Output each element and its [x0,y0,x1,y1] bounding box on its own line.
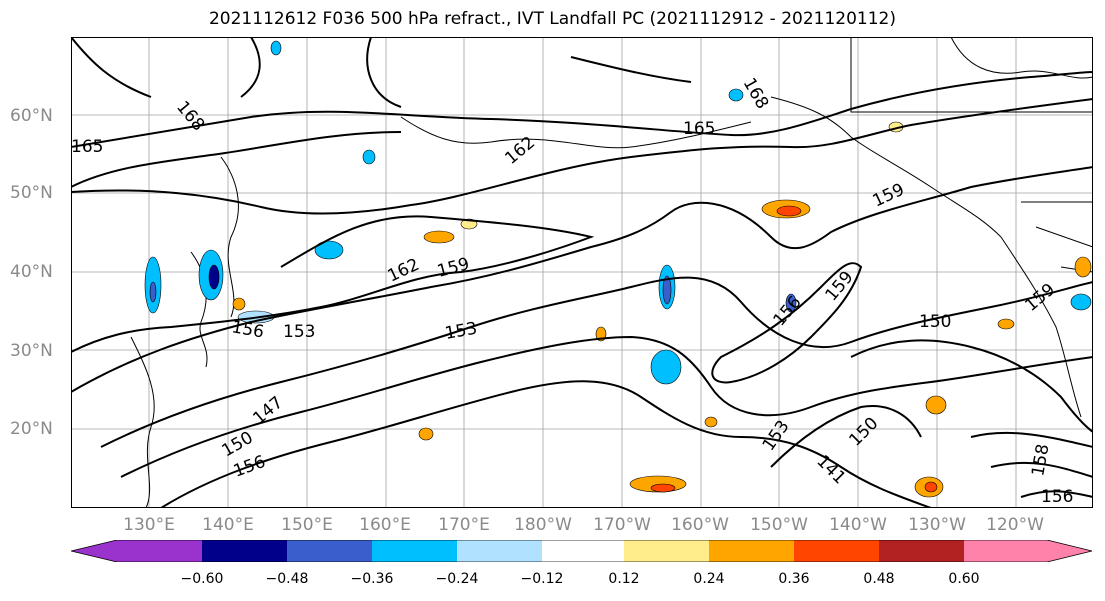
lat-label: 20°N [10,419,53,439]
contour-label: 153 [443,319,478,344]
contour-label: 156 [230,317,265,342]
colorbar-segment [71,540,202,562]
contour-label: 141 [812,451,849,488]
map-panel: 168 165 162 159 156 153 150 147 168 165 … [71,37,1093,508]
colorbar-tick-label: 0.12 [608,571,640,587]
contour-label-group: 168 165 162 159 156 153 150 147 168 165 … [71,75,1073,508]
colorbar-segment [287,540,372,562]
contour-label: 159 [1021,280,1059,316]
contour-label: 162 [501,133,539,169]
lon-label: 150°E [281,515,333,535]
shaded-anomalies [144,40,1092,498]
contour-label: 168 [739,75,773,113]
lon-label: 140°W [829,515,887,535]
colorbar [71,540,1093,562]
colorbar-tick-label: 0.60 [948,571,980,587]
colorbar-tick-label: −0.60 [180,571,224,587]
colorbar-segment [624,540,709,562]
contour-label: 162 [385,255,423,287]
colorbar-segment [709,540,794,562]
colorbar-tick-label: −0.12 [520,571,564,587]
contour-label: 150 [845,413,882,450]
colorbar-tick-label: 0.24 [693,571,725,587]
colorbar-segment [879,540,964,562]
contour-label: 150 [919,312,951,332]
lat-label: 50°N [10,183,53,203]
colorbar-tick-label: −0.48 [265,571,309,587]
colorbar-segment [964,540,1092,562]
lon-label: 140°E [202,515,254,535]
colorbar-segment [542,540,624,562]
colorbar-segment [457,540,542,562]
colorbar-tick-label: −0.24 [435,571,479,587]
colorbar-segment [794,540,879,562]
lon-label: 160°E [359,515,411,535]
lat-label: 30°N [10,341,53,361]
lon-label: 180°W [514,515,572,535]
contour-label: 159 [822,267,858,305]
lon-label: 150°W [750,515,808,535]
lon-label: 170°E [438,515,490,535]
lon-label: 130°E [123,515,175,535]
contour-label: 159 [435,254,472,282]
lon-label: 130°W [908,515,966,535]
lat-label: 40°N [10,262,53,282]
contour-label: 165 [683,119,715,139]
contour-label: 156 [1041,487,1073,507]
graticule [71,37,1093,508]
height-contours [71,37,1093,508]
map-title: 2021112612 F036 500 hPa refract., IVT La… [208,9,896,29]
lon-label: 120°W [986,515,1044,535]
contour-label: 153 [759,417,794,455]
contour-label: 147 [249,393,287,429]
colorbar-tick-label: 0.36 [778,571,810,587]
colorbar-segment [202,540,287,562]
lon-label: 160°W [671,515,729,535]
colorbar-tick-label: −0.36 [350,571,394,587]
lat-label: 60°N [10,106,53,126]
colorbar-segment [372,540,457,562]
contour-label: 158 [1028,442,1053,477]
colorbar-tick-label: 0.48 [863,571,895,587]
lon-label: 170°W [593,515,651,535]
contour-label: 153 [283,322,315,342]
coastlines [130,37,1093,508]
contour-label: 165 [71,137,103,157]
